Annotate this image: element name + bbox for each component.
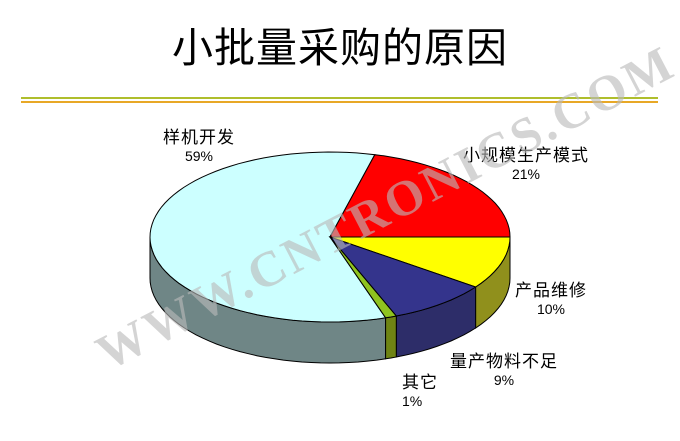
title-divider (21, 97, 658, 103)
slice-label-text: 产品维修 (515, 281, 587, 300)
slice-percent: 10% (536, 301, 566, 317)
slice-label-text: 小规模生产模式 (463, 146, 589, 165)
slice-percent: 59% (184, 148, 214, 164)
slice-label-small-scale-production: 小规模生产模式 21% (436, 146, 616, 183)
slice-label-prototype-dev: 样机开发 59% (124, 128, 274, 165)
slice-label-text: 其它 (402, 373, 438, 392)
slice-label-text: 样机开发 (163, 128, 235, 147)
slice-label-text: 量产物料不足 (450, 352, 558, 371)
slice-percent: 21% (511, 166, 541, 182)
page-title: 小批量采购的原因 (172, 25, 508, 71)
slice-label-material-shortage: 量产物料不足 9% (414, 352, 594, 389)
slice-label-product-repair: 产品维修 10% (471, 281, 631, 318)
slice-percent: 1% (402, 393, 423, 409)
divider-line-top (21, 97, 658, 99)
slice-percent: 9% (493, 372, 515, 388)
slice-label-other: 其它 1% (402, 373, 482, 410)
divider-line-bottom (21, 101, 658, 103)
